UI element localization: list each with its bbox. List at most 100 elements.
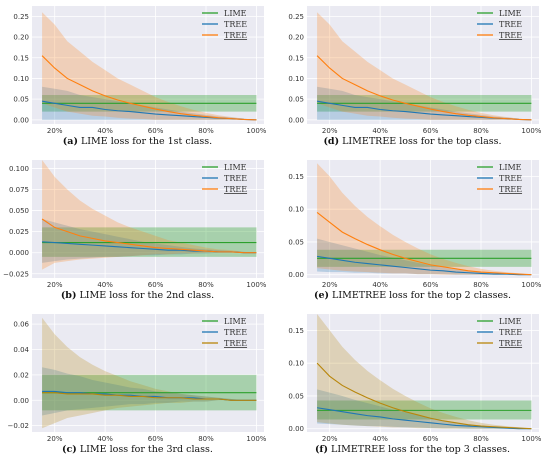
legend-label-1: TREE: [499, 174, 522, 183]
chart-c: −0.02 0.00 0.02 0.04 0.06 20% 40% 60% 80% 100% LIM…: [8, 314, 267, 443]
x-tick-label: 100%: [246, 127, 266, 135]
caption-e: (e) LIMETREE loss for the top 2 classes.: [313, 290, 512, 301]
x-tick-label: 100%: [521, 435, 541, 443]
x-tick-label: 20%: [47, 435, 63, 443]
y-tick-label: 0.06: [13, 321, 29, 329]
x-tick-label: 100%: [521, 127, 541, 135]
legend-label-1: TREE: [224, 328, 247, 337]
y-tick-label: 0.10: [13, 75, 29, 83]
y-tick-label: 0.10: [288, 75, 304, 83]
x-tick-label: 100%: [246, 435, 266, 443]
x-tick-label: 40%: [97, 435, 113, 443]
x-tick-label: 40%: [372, 435, 388, 443]
y-tick-label: 0.10: [288, 206, 304, 214]
series-band-1: [317, 389, 532, 429]
chart-f: 0.00 0.05 0.10 0.15 20% 40% 60% 80% 100% LIME TREE…: [288, 314, 542, 443]
legend-label-2: TREE: [224, 185, 247, 194]
x-tick-label: 20%: [322, 435, 338, 443]
y-tick-label: 0.05: [288, 96, 304, 104]
y-tick-label: 0.00: [288, 116, 304, 124]
legend-label-0: LIME: [499, 317, 522, 326]
caption-a: (a) LIME loss for the 1st class.: [62, 136, 213, 147]
plot-background: [32, 314, 264, 432]
x-tick-label: 60%: [423, 435, 439, 443]
y-tick-label: 0.00: [288, 271, 304, 279]
panel-b: −0.025 0.000 0.025 0.050 0.075 0.100 20% 40% 60%…: [0, 154, 275, 308]
y-tick-label: 0.00: [13, 397, 29, 405]
legend-label-2: TREE: [224, 339, 247, 348]
series-band-2: [317, 314, 532, 429]
y-tick-label: 0.20: [13, 34, 29, 42]
series-band-1: [317, 238, 532, 275]
x-tick-label: 40%: [97, 281, 113, 289]
y-tick-label: 0.025: [9, 228, 29, 236]
legend-label-2: TREE: [499, 31, 522, 40]
x-tick-label: 80%: [473, 127, 489, 135]
chart-d: 0.00 0.05 0.10 0.15 0.20 0.25 20% 40% 60% 80% 100%…: [288, 6, 542, 135]
series-band-2: [42, 12, 257, 120]
legend-label-0: LIME: [224, 317, 247, 326]
x-tick-label: 20%: [47, 281, 63, 289]
x-tick-label: 80%: [198, 127, 214, 135]
legend-label-0: LIME: [224, 9, 247, 18]
x-tick-label: 80%: [198, 281, 214, 289]
x-tick-label: 40%: [97, 127, 113, 135]
x-tick-label: 60%: [423, 281, 439, 289]
y-tick-label: 0.00: [13, 116, 29, 124]
legend-label-2: TREE: [224, 31, 247, 40]
legend-label-1: TREE: [499, 328, 522, 337]
y-tick-label: 0.15: [288, 54, 304, 62]
series-line-2: [41, 218, 257, 254]
series-band-1: [42, 86, 257, 120]
series-band-2: [317, 12, 532, 120]
y-tick-label: 0.050: [9, 207, 29, 215]
plot-background: [32, 160, 264, 278]
caption-f: (f) LIMETREE loss for the top 3 classes.: [314, 444, 511, 455]
x-tick-label: 20%: [322, 281, 338, 289]
legend-label-0: LIME: [499, 9, 522, 18]
x-tick-label: 60%: [423, 127, 439, 135]
x-tick-label: 60%: [148, 281, 164, 289]
x-tick-label: 60%: [148, 435, 164, 443]
y-tick-label: 0.25: [288, 13, 304, 21]
panel-d: 0.00 0.05 0.10 0.15 0.20 0.25 20% 40% 60% 80% 100%…: [275, 0, 550, 154]
panel-e: 0.00 0.05 0.10 0.15 20% 40% 60% 80% 100% LIME TREE…: [275, 154, 550, 308]
y-tick-label: 0.15: [288, 173, 304, 181]
chart-b: −0.025 0.000 0.025 0.050 0.075 0.100 20% 40% 60%…: [3, 160, 267, 289]
series-line-2: [316, 362, 532, 430]
caption-b: (b) LIME loss for the 2nd class.: [60, 290, 215, 301]
legend-label-1: TREE: [499, 20, 522, 29]
series-band-1: [317, 86, 532, 120]
x-tick-label: 40%: [372, 127, 388, 135]
y-tick-label: 0.10: [288, 360, 304, 368]
series-band-2: [42, 317, 257, 429]
series-line-2: [316, 212, 532, 276]
y-tick-label: 0.02: [13, 371, 29, 379]
caption-d: (d) LIMETREE loss for the top class.: [323, 136, 502, 147]
legend-label-1: TREE: [224, 20, 247, 29]
x-tick-label: 60%: [148, 127, 164, 135]
x-tick-label: 20%: [47, 127, 63, 135]
y-tick-label: 0.075: [9, 186, 29, 194]
y-tick-label: 0.15: [13, 54, 29, 62]
y-tick-label: 0.15: [288, 327, 304, 335]
series-band-2: [317, 163, 532, 275]
chart-e: 0.00 0.05 0.10 0.15 20% 40% 60% 80% 100% LIME TREE…: [288, 160, 542, 289]
x-tick-label: 100%: [521, 281, 541, 289]
caption-c: (c) LIME loss for the 3rd class.: [62, 444, 213, 455]
series-line-1: [317, 255, 532, 276]
y-tick-label: −0.025: [3, 270, 29, 278]
x-tick-label: 100%: [246, 281, 266, 289]
y-tick-label: 0.25: [13, 13, 29, 21]
x-tick-label: 80%: [473, 281, 489, 289]
x-tick-label: 80%: [473, 435, 489, 443]
plot-background: [32, 6, 264, 124]
series-line-1: [317, 407, 532, 430]
x-tick-label: 40%: [372, 281, 388, 289]
x-tick-label: 20%: [322, 127, 338, 135]
series-band-1: [42, 219, 257, 263]
plot-background: [307, 6, 539, 124]
legend-label-0: LIME: [499, 163, 522, 172]
panel-a: 0.00 0.05 0.10 0.15 0.20 0.25 20% 40% 60% 80% 100%…: [0, 0, 275, 154]
series-line-2: [42, 392, 257, 401]
